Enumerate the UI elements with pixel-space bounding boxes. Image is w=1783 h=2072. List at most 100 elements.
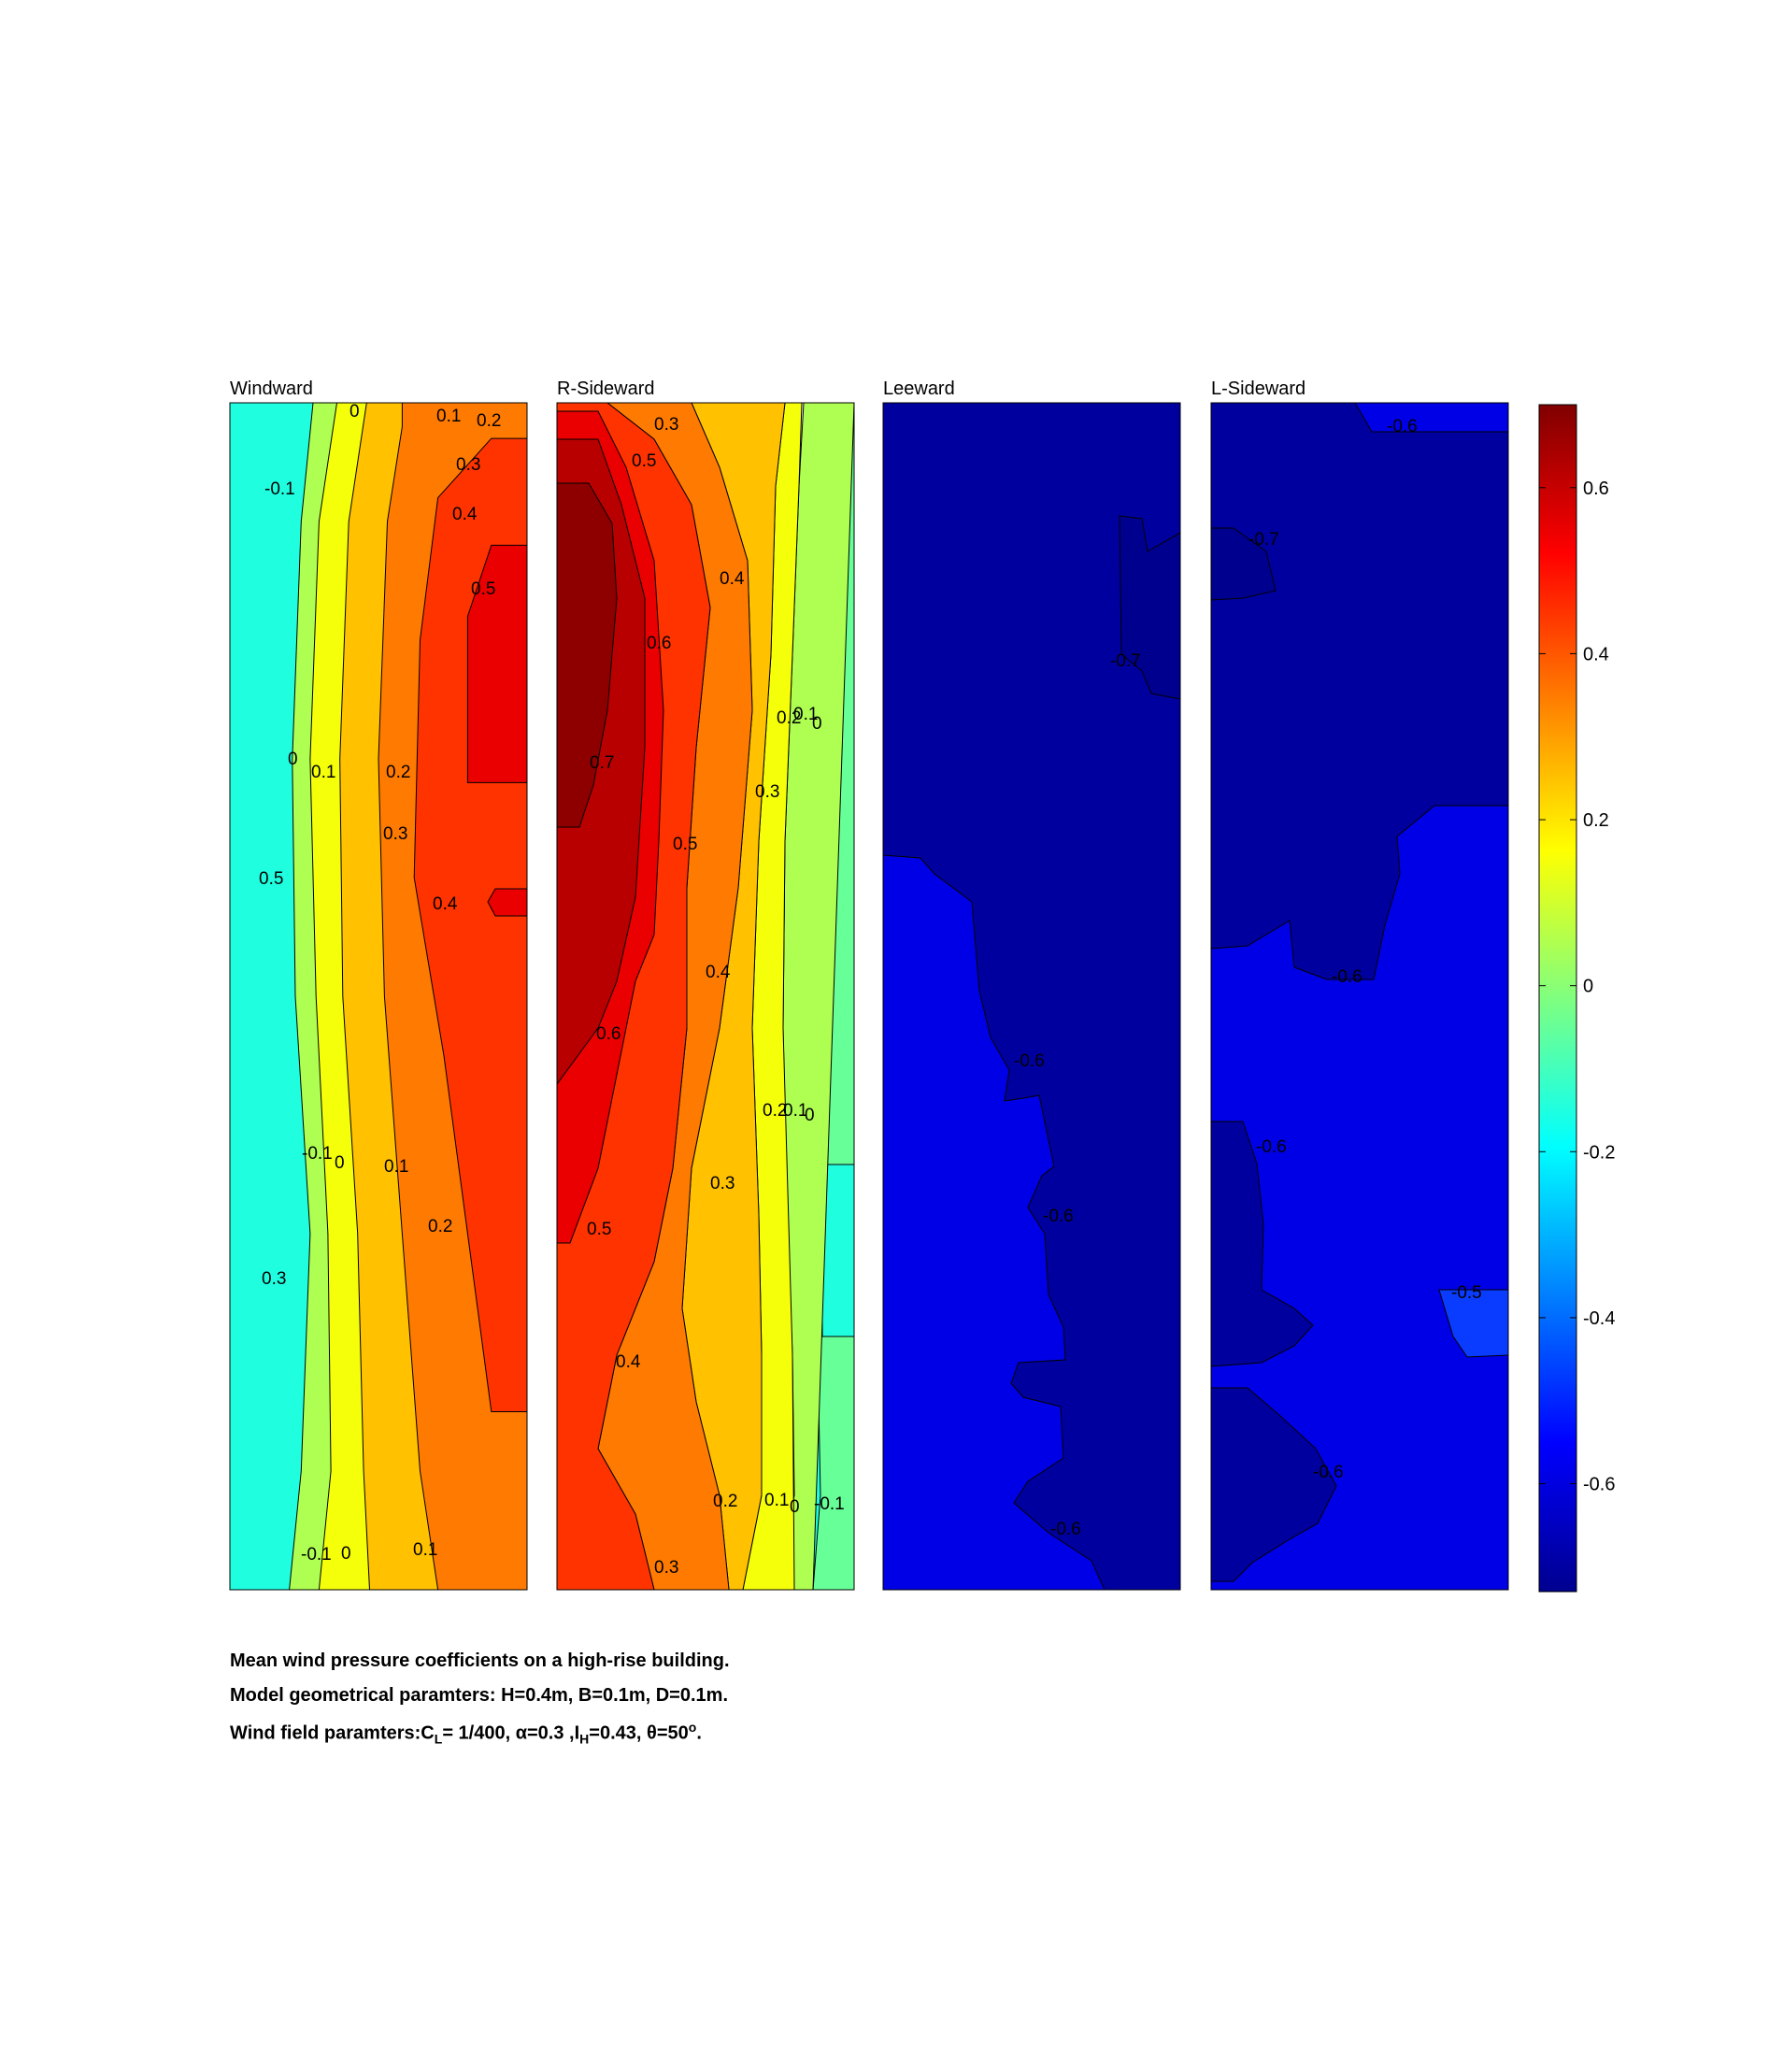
contour-band bbox=[1211, 1387, 1337, 1582]
caption-text: =0.43, θ=50 bbox=[589, 1722, 689, 1744]
caption-superscript: o bbox=[688, 1720, 697, 1735]
contour-label: 0.1 bbox=[413, 1540, 437, 1560]
contour-fills bbox=[557, 403, 854, 1590]
contour-label: 0 bbox=[349, 402, 360, 422]
caption-text: Wind field paramters:C bbox=[230, 1722, 435, 1744]
axes-frame bbox=[229, 402, 528, 1591]
contour-band bbox=[466, 544, 527, 783]
contour-label: 0 bbox=[335, 1153, 345, 1173]
contour-label: 0 bbox=[805, 1106, 815, 1125]
panel-title: Windward bbox=[230, 379, 313, 399]
contour-label: -0.1 bbox=[264, 479, 295, 499]
contour-fills bbox=[230, 403, 527, 1590]
contour-label: 0.1 bbox=[783, 1101, 807, 1121]
contour-label: 0.4 bbox=[616, 1352, 641, 1372]
contour-label: 0.3 bbox=[654, 415, 678, 435]
contour-label: -0.6 bbox=[1014, 1051, 1045, 1071]
contour-band bbox=[1119, 515, 1180, 700]
contour-label: 0 bbox=[288, 750, 298, 769]
contour-label: 0.1 bbox=[384, 1157, 408, 1177]
colorbar: -0.6 -0.4 -0.2 0 0.2 0.4 0.6 bbox=[1538, 404, 1615, 1593]
contour-fills bbox=[1211, 403, 1508, 1590]
contour-label: 0.5 bbox=[259, 869, 283, 889]
caption-subscript: L bbox=[434, 1731, 443, 1747]
contour-label: 0.1 bbox=[436, 407, 461, 426]
axes-frame bbox=[882, 402, 1181, 1591]
contour-label: -0.6 bbox=[1313, 1463, 1344, 1482]
colorbar-tick-label: 0 bbox=[1583, 977, 1593, 997]
contour-labels: 0 0.1 0.20.30.40.5-0.100.1 0.20.30.40.5-0.1… bbox=[259, 402, 501, 1565]
caption-text: . bbox=[696, 1722, 702, 1744]
caption-subscript: H bbox=[579, 1731, 590, 1747]
colorbar-tick-label: -0.2 bbox=[1583, 1142, 1615, 1163]
contour-label: -0.6 bbox=[1387, 417, 1418, 436]
contour-fills bbox=[883, 403, 1180, 1590]
contour-label: 0.5 bbox=[471, 579, 495, 599]
contour-band bbox=[1211, 403, 1508, 980]
contour-label: -0.5 bbox=[1451, 1283, 1482, 1303]
contour-label: 0 bbox=[812, 714, 822, 734]
contour-label: 0.2 bbox=[777, 708, 801, 728]
contour-band bbox=[557, 482, 618, 828]
caption-line-2: Model geometrical paramters: H=0.4m, B=0… bbox=[230, 1685, 728, 1706]
contour-label: -0.7 bbox=[1110, 651, 1141, 671]
contour-label: 0.2 bbox=[386, 763, 410, 782]
caption-text: = 1/400, α=0.3 ,I bbox=[442, 1722, 580, 1744]
contour-label: 0.6 bbox=[596, 1024, 620, 1044]
contour-label: 0.5 bbox=[632, 451, 656, 471]
contour-label: 0.3 bbox=[710, 1174, 735, 1193]
contour-label: -0.6 bbox=[1256, 1137, 1287, 1157]
panel-l-sideward: L-Sideward -0.6 -0.7 -0.6 -0.6 -0.5 -0.6 bbox=[1210, 379, 1509, 1591]
contour-label: 0.4 bbox=[433, 894, 458, 914]
contour-label: 0.3 bbox=[755, 782, 779, 802]
axes-frame bbox=[556, 402, 855, 1591]
contour-label: 0.3 bbox=[383, 824, 407, 844]
panel-title: L-Sideward bbox=[1211, 379, 1305, 399]
contour-label: 0.4 bbox=[706, 963, 731, 982]
contour-label: 0.7 bbox=[590, 753, 614, 773]
contour-label: 0.4 bbox=[452, 505, 478, 524]
contour-label: 0.2 bbox=[477, 411, 501, 431]
colorbar-tick-label: -0.4 bbox=[1583, 1308, 1615, 1329]
contour-label: 0.1 bbox=[793, 705, 818, 724]
contour-label: 0.2 bbox=[713, 1492, 737, 1511]
contour-label: -0.1 bbox=[301, 1545, 332, 1565]
panel-title: Leeward bbox=[883, 379, 955, 399]
contour-label: 0.1 bbox=[764, 1491, 789, 1510]
contour-label: 0 bbox=[341, 1544, 351, 1564]
contour-label: 0.3 bbox=[456, 455, 480, 475]
contour-band bbox=[883, 403, 1180, 1590]
contour-label: 0.2 bbox=[763, 1101, 787, 1121]
contour-label: 0.5 bbox=[673, 835, 697, 854]
colorbar-tick-label: 0.4 bbox=[1583, 644, 1609, 664]
colorbar-tick-label: -0.6 bbox=[1583, 1475, 1615, 1495]
contour-label: 0.3 bbox=[654, 1558, 678, 1578]
contour-label: -0.7 bbox=[1248, 530, 1279, 550]
contour-label: -0.6 bbox=[1050, 1520, 1081, 1539]
colorbar-ticks: -0.6 -0.4 -0.2 0 0.2 0.4 0.6 bbox=[1539, 479, 1615, 1495]
contour-label: -0.6 bbox=[1332, 967, 1362, 987]
panel-windward: Windward 0 0.1 0.20.30.40.5-0.100.1 0.20.30… bbox=[229, 379, 528, 1591]
contour-band bbox=[1211, 527, 1277, 601]
contour-label: 0.6 bbox=[647, 634, 671, 653]
contour-label: 0 bbox=[790, 1497, 800, 1517]
contour-band bbox=[1438, 1289, 1508, 1358]
panel-r-sideward: R-Sideward 0.30.50.40.60.20.100.70.30.50… bbox=[556, 379, 855, 1591]
contour-label: -0.1 bbox=[814, 1494, 845, 1514]
colorbar-gradient bbox=[1538, 404, 1577, 1593]
contour-label: 0.4 bbox=[720, 569, 745, 589]
contour-label: -0.6 bbox=[1043, 1207, 1074, 1226]
contour-label: -0.1 bbox=[302, 1144, 333, 1164]
contour-label: 0.1 bbox=[311, 763, 335, 782]
caption-line-3: Wind field paramters:CL= 1/400, α=0.3 ,I… bbox=[230, 1720, 702, 1747]
contour-labels: -0.6 -0.7 -0.6 -0.6 -0.5 -0.6 bbox=[1248, 417, 1482, 1482]
contour-labels: 0.30.50.40.60.20.100.70.30.50.40.60.20.1… bbox=[587, 415, 845, 1578]
contour-band bbox=[1211, 1121, 1314, 1367]
axes-frame bbox=[1210, 402, 1509, 1591]
contour-label: 0.5 bbox=[587, 1220, 611, 1239]
panel-leeward: Leeward -0.7 -0.6 -0.6 -0.6 bbox=[882, 379, 1181, 1591]
contour-labels: -0.7 -0.6 -0.6 -0.6 bbox=[1014, 651, 1141, 1539]
contour-band bbox=[487, 888, 527, 917]
colorbar-tick-label: 0.6 bbox=[1583, 479, 1609, 499]
